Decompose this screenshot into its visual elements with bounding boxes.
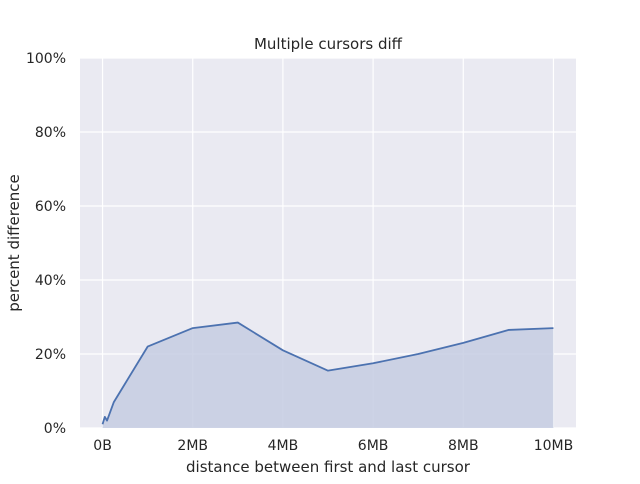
y-tick-label: 60%: [35, 199, 66, 215]
data-point: [112, 400, 116, 404]
x-axis-label: distance between first and last cursor: [186, 458, 471, 476]
x-tick-label: 6MB: [358, 438, 389, 454]
y-tick-labels: 0% 20% 40% 60% 80% 100%: [26, 51, 66, 437]
y-tick-label: 80%: [35, 125, 66, 141]
x-tick-label: 2MB: [177, 438, 208, 454]
y-axis-label: percent difference: [5, 174, 23, 312]
y-tick-label: 20%: [35, 347, 66, 363]
data-point: [101, 422, 105, 426]
data-point: [146, 345, 150, 349]
data-point: [461, 341, 465, 345]
data-point: [416, 352, 420, 356]
data-point: [191, 326, 195, 330]
y-tick-label: 40%: [35, 273, 66, 289]
series-line: [101, 321, 554, 425]
y-tick-label: 100%: [26, 51, 66, 67]
data-point: [551, 326, 555, 330]
x-tick-labels: 0B 2MB 4MB 6MB 8MB 10MB: [93, 438, 573, 454]
data-point: [371, 361, 375, 365]
x-tick-label: 4MB: [268, 438, 299, 454]
data-point: [326, 369, 330, 373]
data-point: [506, 328, 510, 332]
data-point: [281, 348, 285, 352]
x-tick-label: 0B: [93, 438, 112, 454]
x-tick-label: 8MB: [448, 438, 479, 454]
x-tick-label: 10MB: [534, 438, 574, 454]
data-point: [123, 382, 127, 386]
y-tick-label: 0%: [44, 421, 66, 437]
data-point: [105, 419, 109, 423]
chart-title: Multiple cursors diff: [254, 35, 403, 53]
data-point: [236, 321, 240, 325]
data-point: [103, 415, 107, 419]
